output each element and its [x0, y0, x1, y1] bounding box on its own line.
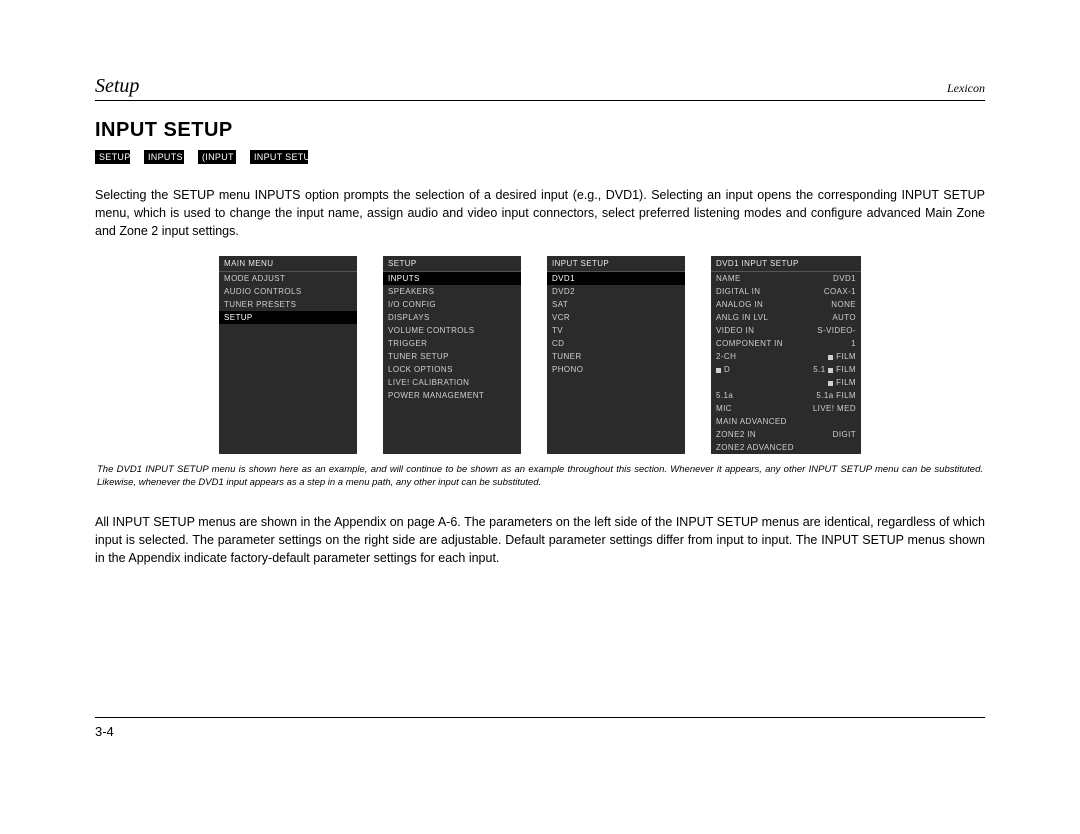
- page-title: INPUT SETUP: [95, 119, 985, 142]
- menu-item: TUNER: [547, 350, 685, 363]
- menu-item: DIGITAL INCOAX-1: [711, 285, 861, 298]
- menu-item: SPEAKERS: [383, 285, 521, 298]
- menu-item: TUNER PRESETS: [219, 298, 357, 311]
- menu-item: NAMEDVD1: [711, 272, 861, 285]
- input-setup-menu-screenshot: INPUT SETUPDVD1DVD2SATVCRTVCDTUNERPHONO: [547, 256, 685, 454]
- breadcrumb-step: INPUT SETU: [250, 150, 308, 164]
- menu-item: COMPONENT IN1: [711, 337, 861, 350]
- menu-item: I/O CONFIG: [383, 298, 521, 311]
- dvd1-input-setup-screenshot: DVD1 INPUT SETUPNAMEDVD1DIGITAL INCOAX-1…: [711, 256, 861, 454]
- menu-item: MODE ADJUST: [219, 272, 357, 285]
- menu-item: DISPLAYS: [383, 311, 521, 324]
- page-number: 3-4: [95, 724, 114, 739]
- menu-item: FILM: [711, 376, 861, 389]
- manual-page: Setup Lexicon INPUT SETUP SETUP INPUTS (…: [0, 0, 1080, 567]
- page-header: Setup Lexicon: [95, 75, 985, 101]
- menu-item: MICLIVE! MED: [711, 402, 861, 415]
- menu-screenshots: MAIN MENUMODE ADJUSTAUDIO CONTROLSTUNER …: [95, 256, 985, 454]
- menu-item: CD: [547, 337, 685, 350]
- breadcrumb-step: (INPUT: [198, 150, 236, 164]
- menu-item: D5.1 FILM: [711, 363, 861, 376]
- menu-item: 2-CHFILM: [711, 350, 861, 363]
- menu-title: INPUT SETUP: [547, 256, 685, 272]
- menu-title: MAIN MENU: [219, 256, 357, 272]
- breadcrumb-step: SETUP: [95, 150, 130, 164]
- menu-item: LIVE! CALIBRATION: [383, 376, 521, 389]
- menu-item: SAT: [547, 298, 685, 311]
- menu-item: AUDIO CONTROLS: [219, 285, 357, 298]
- menu-title: SETUP: [383, 256, 521, 272]
- menu-title: DVD1 INPUT SETUP: [711, 256, 861, 272]
- menu-item: ANALOG INNONE: [711, 298, 861, 311]
- breadcrumb-step: INPUTS: [144, 150, 184, 164]
- menu-item: PHONO: [547, 363, 685, 376]
- intro-paragraph: Selecting the SETUP menu INPUTS option p…: [95, 186, 985, 240]
- setup-menu-screenshot: SETUPINPUTSSPEAKERSI/O CONFIGDISPLAYSVOL…: [383, 256, 521, 454]
- page-footer: 3-4: [95, 717, 985, 739]
- menu-item: POWER MANAGEMENT: [383, 389, 521, 402]
- example-note: The DVD1 INPUT SETUP menu is shown here …: [95, 464, 985, 489]
- menu-item: DVD2: [547, 285, 685, 298]
- menu-item: ANLG IN LVLAUTO: [711, 311, 861, 324]
- menu-item: TV: [547, 324, 685, 337]
- menu-item: ZONE2 ADVANCED: [711, 441, 861, 454]
- breadcrumb: SETUP INPUTS (INPUT INPUT SETU: [95, 150, 985, 164]
- menu-item: TRIGGER: [383, 337, 521, 350]
- menu-item: ZONE2 INDIGIT: [711, 428, 861, 441]
- menu-item: INPUTS: [383, 272, 521, 285]
- menu-item: DVD1: [547, 272, 685, 285]
- appendix-paragraph: All INPUT SETUP menus are shown in the A…: [95, 513, 985, 567]
- menu-item: VOLUME CONTROLS: [383, 324, 521, 337]
- header-brand: Lexicon: [947, 81, 985, 96]
- menu-item: LOCK OPTIONS: [383, 363, 521, 376]
- menu-item: MAIN ADVANCED: [711, 415, 861, 428]
- menu-item: TUNER SETUP: [383, 350, 521, 363]
- main-menu-screenshot: MAIN MENUMODE ADJUSTAUDIO CONTROLSTUNER …: [219, 256, 357, 454]
- menu-item: VIDEO INS-VIDEO-: [711, 324, 861, 337]
- header-section-name: Setup: [95, 75, 139, 98]
- menu-item: SETUP: [219, 311, 357, 324]
- menu-item: 5.1a5.1a FILM: [711, 389, 861, 402]
- menu-item: VCR: [547, 311, 685, 324]
